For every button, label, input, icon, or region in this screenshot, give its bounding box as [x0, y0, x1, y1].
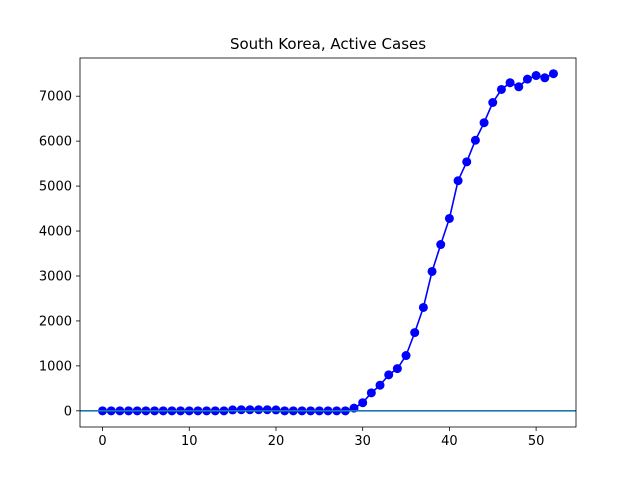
data-point: [427, 266, 437, 276]
y-tick-label: 2000: [39, 314, 72, 329]
x-tick-label: 30: [354, 434, 371, 449]
plot-area: 0 10 20 30 40 50 0 1000 2000 3000 4000 5000 6000 7000: [39, 57, 577, 449]
chart-title: South Korea, Active Cases: [230, 35, 426, 53]
data-point: [228, 405, 238, 415]
data-point: [271, 405, 281, 415]
data-point: [401, 351, 411, 361]
y-tick-label: 6000: [39, 135, 72, 150]
data-point: [410, 328, 420, 338]
data-point: [522, 74, 532, 84]
data-point: [514, 82, 524, 92]
data-point: [470, 135, 480, 145]
x-tick-label: 50: [528, 434, 545, 449]
x-tick-label: 10: [181, 434, 198, 449]
data-point: [453, 176, 463, 186]
data-point: [375, 380, 385, 390]
data-point: [366, 388, 376, 398]
data-point: [384, 370, 394, 380]
y-tick-label: 1000: [39, 359, 72, 374]
data-point: [444, 213, 454, 223]
data-point: [436, 240, 446, 250]
data-point: [505, 78, 515, 88]
x-tick-label: 0: [98, 434, 106, 449]
y-tick-label: 3000: [39, 269, 72, 284]
data-point: [479, 118, 489, 128]
data-point: [540, 73, 550, 83]
data-point: [531, 71, 541, 81]
data-point: [488, 97, 498, 107]
data-point: [462, 157, 472, 167]
y-tick-label: 0: [64, 404, 72, 419]
data-point: [358, 398, 368, 408]
data-point: [548, 69, 558, 79]
y-tick-label: 5000: [39, 180, 72, 195]
x-tick-label: 40: [441, 434, 458, 449]
data-point: [496, 84, 506, 94]
axes-frame: [79, 57, 577, 428]
data-point: [236, 405, 246, 415]
y-tick-label: 4000: [39, 225, 72, 240]
x-tick-label: 20: [268, 434, 285, 449]
y-tick-label: 7000: [39, 90, 72, 105]
data-point: [262, 405, 272, 415]
data-point: [254, 405, 264, 415]
data-point: [418, 302, 428, 312]
data-point: [392, 364, 402, 374]
data-point: [245, 405, 255, 415]
